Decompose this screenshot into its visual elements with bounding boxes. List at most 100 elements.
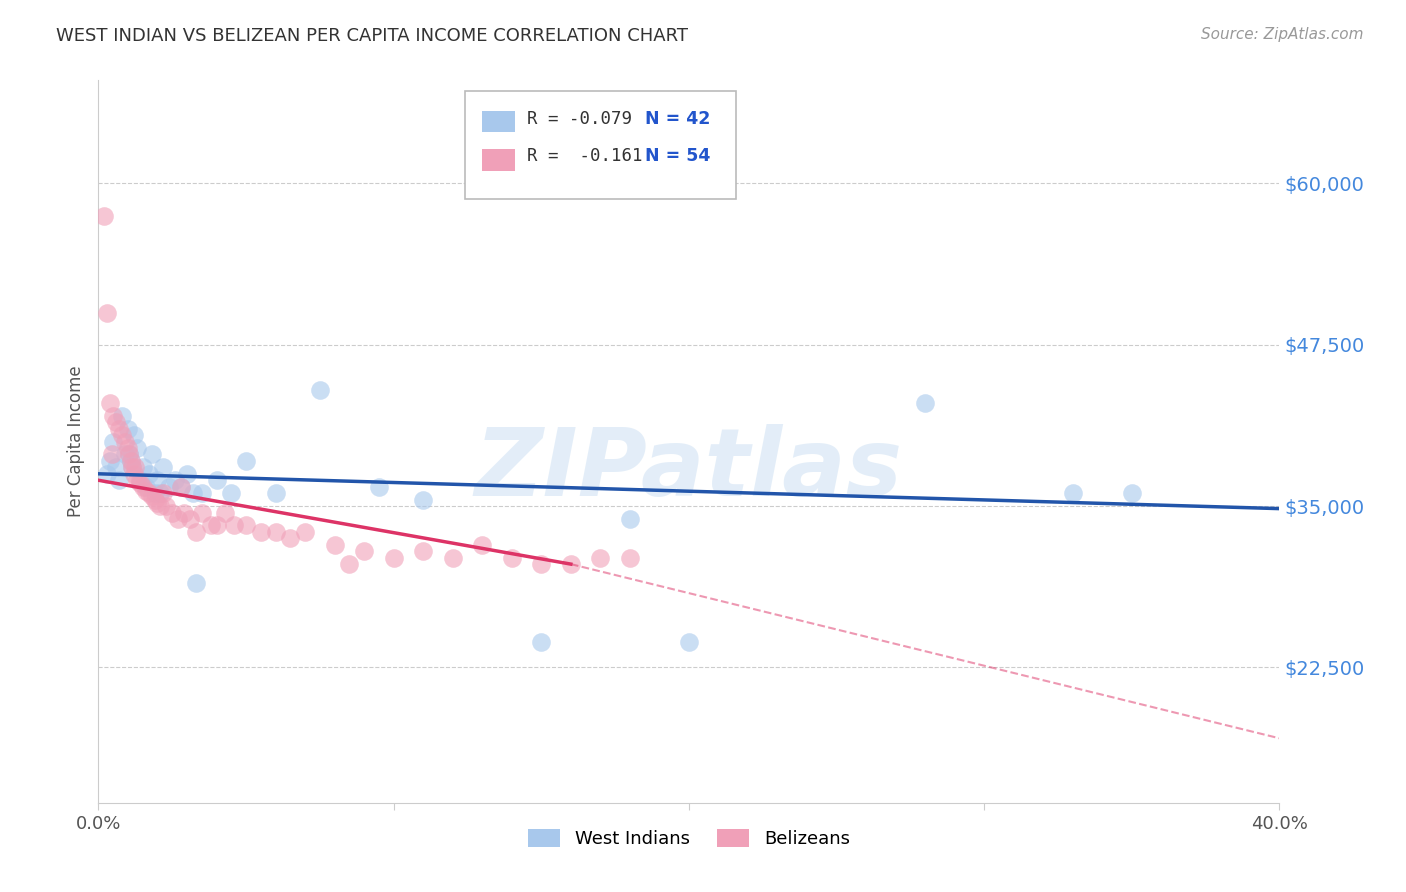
Point (103, 434, 125, 449)
Point (530, 634, 553, 648)
Text: N = 42: N = 42 (645, 110, 710, 128)
Point (167, 512, 190, 526)
Point (165, 473, 187, 487)
Point (176, 467, 198, 481)
Point (114, 434, 136, 449)
Point (471, 538, 494, 552)
Point (146, 473, 169, 487)
Point (143, 486, 166, 500)
Point (412, 544, 434, 558)
Point (98, 454, 121, 468)
Point (124, 460, 146, 475)
Point (122, 467, 145, 481)
Point (280, 531, 302, 545)
Bar (482, 149, 516, 170)
Point (914, 396, 936, 410)
Point (205, 518, 228, 533)
Point (122, 428, 145, 442)
Point (121, 460, 143, 475)
Point (152, 460, 174, 475)
Point (96, 305, 118, 319)
Point (149, 499, 172, 513)
Point (128, 475, 150, 490)
Y-axis label: Per Capita Income: Per Capita Income (67, 366, 86, 517)
Point (111, 428, 134, 442)
Point (184, 576, 207, 591)
Point (221, 486, 243, 500)
Point (560, 557, 582, 571)
Point (128, 473, 150, 487)
Point (125, 441, 148, 455)
Point (146, 496, 169, 510)
Point (149, 486, 172, 500)
Point (382, 550, 405, 565)
Point (93, 209, 115, 223)
Point (118, 447, 141, 461)
Point (157, 480, 180, 494)
Text: Source: ZipAtlas.com: Source: ZipAtlas.com (1201, 27, 1364, 42)
Point (138, 486, 160, 500)
Point (368, 480, 391, 494)
Point (103, 409, 125, 423)
Point (105, 460, 128, 475)
Point (98, 396, 121, 410)
Point (441, 550, 464, 565)
Point (141, 447, 163, 461)
Point (589, 550, 612, 565)
Text: R =  -0.161: R = -0.161 (527, 147, 643, 165)
Point (619, 550, 641, 565)
Point (184, 524, 207, 539)
Point (170, 480, 193, 494)
Point (138, 467, 160, 481)
Point (105, 415, 128, 429)
Point (235, 454, 257, 468)
Point (235, 518, 257, 533)
FancyBboxPatch shape (464, 91, 737, 200)
Point (191, 506, 214, 520)
Point (125, 473, 148, 487)
Point (205, 473, 228, 487)
Point (181, 486, 204, 500)
Point (121, 460, 143, 475)
Point (501, 550, 523, 565)
Text: WEST INDIAN VS BELIZEAN PER CAPITA INCOME CORRELATION CHART: WEST INDIAN VS BELIZEAN PER CAPITA INCOM… (56, 27, 689, 45)
Point (214, 506, 236, 520)
Point (96, 467, 118, 481)
Point (191, 486, 214, 500)
Point (309, 383, 332, 397)
Point (170, 480, 193, 494)
Point (132, 480, 155, 494)
Point (141, 489, 163, 503)
Point (224, 518, 246, 533)
Point (339, 557, 361, 571)
Point (173, 506, 195, 520)
Point (250, 524, 273, 539)
Text: N = 54: N = 54 (645, 147, 710, 165)
Point (108, 473, 131, 487)
Point (179, 512, 201, 526)
Point (678, 634, 700, 648)
Point (200, 518, 222, 533)
Point (111, 409, 134, 423)
Point (294, 524, 316, 539)
Point (118, 447, 141, 461)
Legend: West Indians, Belizeans: West Indians, Belizeans (520, 822, 858, 855)
Point (323, 538, 346, 552)
Point (264, 486, 287, 500)
Point (108, 422, 131, 436)
Text: R = -0.079: R = -0.079 (527, 110, 633, 128)
Bar (482, 111, 516, 132)
Point (117, 422, 139, 436)
Point (155, 499, 177, 513)
Point (143, 492, 166, 507)
Point (100, 447, 122, 461)
Point (135, 480, 157, 494)
Point (132, 460, 155, 475)
Point (530, 557, 553, 571)
Point (135, 483, 157, 498)
Point (353, 544, 375, 558)
Point (152, 486, 174, 500)
Point (120, 454, 142, 468)
Point (412, 492, 434, 507)
Point (1062, 486, 1084, 500)
